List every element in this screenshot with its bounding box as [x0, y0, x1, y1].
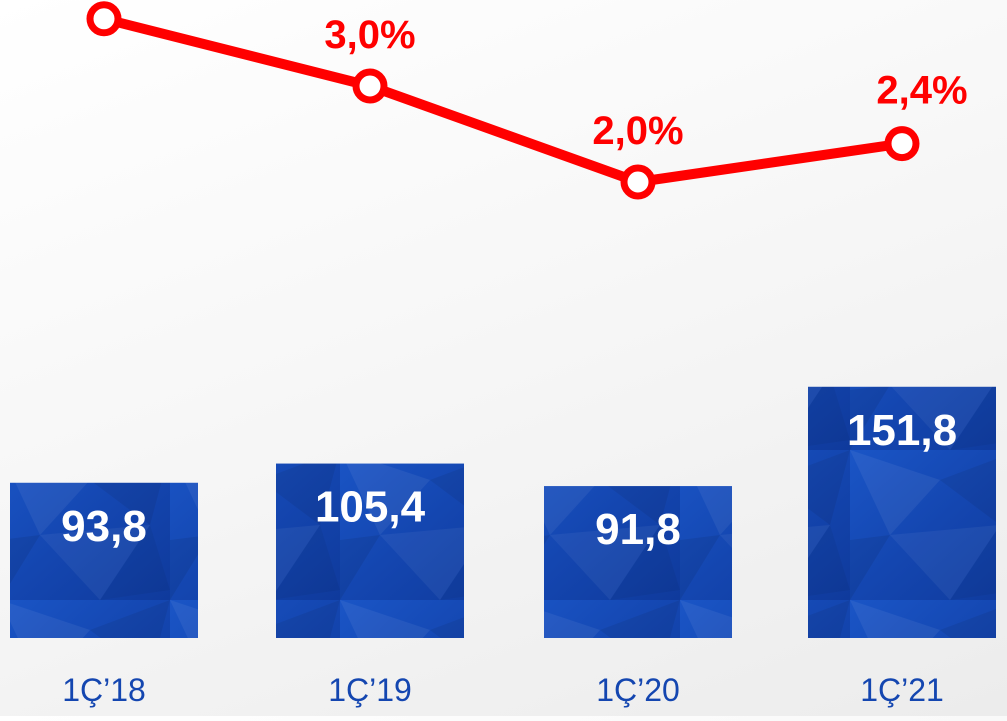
category-label-3: 1Ç’21 — [860, 672, 944, 708]
category-label-2: 1Ç’20 — [596, 672, 680, 708]
bar-value-label-1: 105,4 — [315, 483, 426, 532]
category-label-0: 1Ç’18 — [62, 672, 146, 708]
bar-value-label-3: 151,8 — [847, 406, 957, 455]
category-label-1: 1Ç’19 — [328, 672, 412, 708]
line-value-label-2: 2,0% — [592, 109, 683, 153]
line-point-0 — [86, 1, 122, 37]
line-series — [99, 13, 907, 187]
line-point-2 — [620, 164, 656, 200]
bar-3 — [808, 386, 996, 638]
line-value-label-1: 3,0% — [324, 13, 415, 57]
line-layer — [86, 1, 920, 200]
bar-2 — [544, 486, 732, 638]
line-point-1 — [352, 68, 388, 104]
bar-value-label-2: 91,8 — [595, 505, 681, 554]
bars-layer — [10, 386, 996, 638]
labels-layer: 93,8 1Ç’18 105,4 1Ç’19 91,8 1Ç’20 151,8 1Ç’21 3,… — [61, 13, 967, 708]
line-value-label-3: 2,4% — [876, 69, 967, 113]
bar-1 — [276, 463, 464, 638]
bar-0 — [10, 482, 198, 638]
bar-value-label-0: 93,8 — [61, 502, 147, 551]
line-point-3 — [884, 126, 920, 162]
